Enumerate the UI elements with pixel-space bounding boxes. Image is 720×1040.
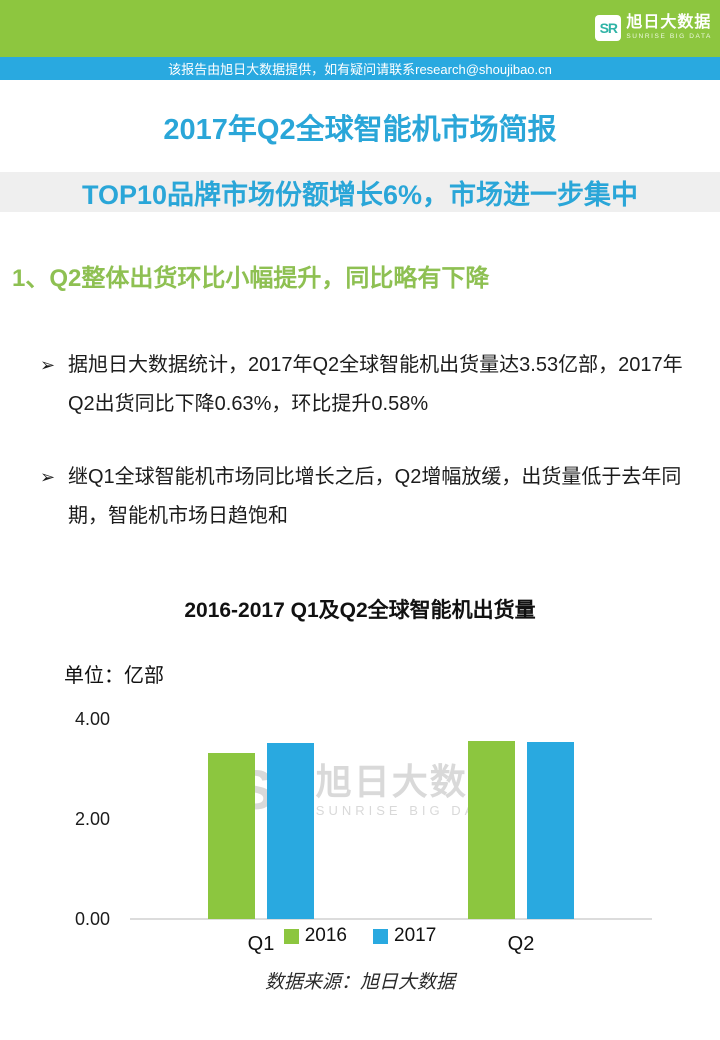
data-source-note: 数据来源：旭日大数据 <box>264 972 455 993</box>
notice-bar: 该报告由旭日大数据提供，如有疑问请联系research@shoujibao.cn <box>0 57 720 80</box>
legend-label: 2017 <box>394 925 437 946</box>
y-tick-label: 2.00 <box>74 809 110 829</box>
bar-2016-Q2 <box>468 741 515 919</box>
chart-title: 2016-2017 Q1及Q2全球智能机出货量 <box>184 599 536 622</box>
page-title: 2017年Q2全球智能机市场简报 <box>163 114 557 146</box>
bar-2016-Q1 <box>208 753 255 919</box>
legend-item-2017: 2017 <box>373 925 436 947</box>
y-tick-label: 4.00 <box>74 709 110 729</box>
bullet-arrow-icon: ➢ <box>40 467 56 487</box>
brand-name-en: SUNRISE BIG DATA <box>626 32 712 40</box>
legend-swatch <box>373 928 388 944</box>
chart-unit-label: 单位：亿部 <box>64 665 164 687</box>
bullet-item: ➢ 据旭日大数据统计，2017年Q2全球智能机出货量达3.53亿部，2017年Q… <box>40 346 695 424</box>
legend-item-2016: 2016 <box>283 925 347 947</box>
brand-names: 旭日大数据 SUNRISE BIG DATA <box>626 14 712 41</box>
section-heading: 1、Q2整体出货环比小幅提升，同比略有下降 <box>12 265 490 292</box>
bar-chart: 0.002.004.00 SR 旭日大数据 SUNRISE BIG DATA Q… <box>0 700 720 965</box>
bar-group: Q2 <box>468 741 574 955</box>
top-header-bar: SR 旭日大数据 SUNRISE BIG DATA <box>0 0 720 57</box>
bar-2017-Q2 <box>527 742 574 919</box>
legend-swatch <box>283 928 299 944</box>
bar-2017-Q1 <box>267 743 314 919</box>
bar-group: Q1 <box>208 743 314 955</box>
chart-legend: 2016 2017 <box>0 925 720 947</box>
subtitle-text: TOP10品牌市场份额增长6%，市场进一步集中 <box>81 179 639 210</box>
x-axis-line <box>130 918 652 920</box>
y-tick-label: 0.00 <box>74 909 110 929</box>
brand-name-cn: 旭日大数据 <box>626 14 712 32</box>
x-category-label: Q2 <box>507 933 535 955</box>
brand-logo: SR 旭日大数据 SUNRISE BIG DATA <box>595 14 712 41</box>
x-category-label: Q1 <box>247 933 275 955</box>
bullet-text: 继Q1全球智能机市场同比增长之后，Q2增幅放缓，出货量低于去年同期，智能机市场日… <box>68 466 682 527</box>
bullet-text: 据旭日大数据统计，2017年Q2全球智能机出货量达3.53亿部，2017年Q2出… <box>68 354 683 415</box>
subtitle-band: TOP10品牌市场份额增长6%，市场进一步集中 <box>0 172 720 212</box>
bullet-arrow-icon: ➢ <box>40 355 56 375</box>
sr-logo-icon: SR <box>595 15 622 41</box>
notice-text: 该报告由旭日大数据提供，如有疑问请联系research@shoujibao.cn <box>168 62 552 77</box>
legend-label: 2016 <box>304 925 347 946</box>
bullet-item: ➢ 继Q1全球智能机市场同比增长之后，Q2增幅放缓，出货量低于去年同期，智能机市… <box>40 458 695 536</box>
